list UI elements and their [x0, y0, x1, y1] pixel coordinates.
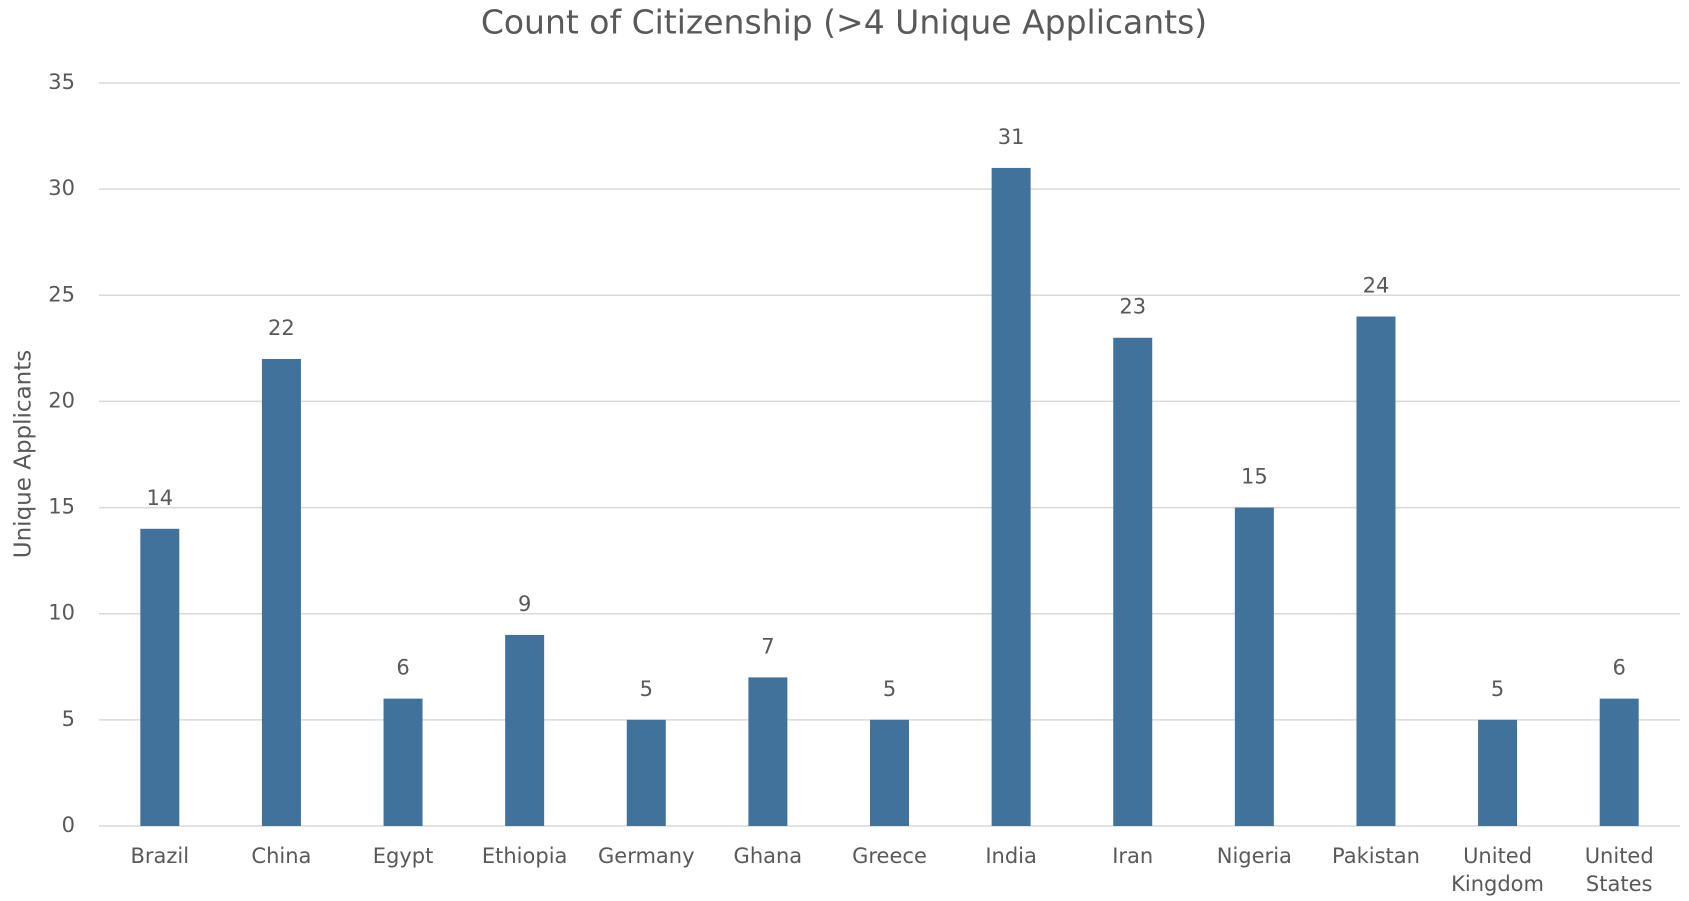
x-tick-label: Ethiopia — [481, 844, 568, 868]
data-label: 23 — [1119, 295, 1146, 319]
data-label: 6 — [396, 656, 409, 680]
y-tick-label: 30 — [48, 176, 75, 200]
y-tick-label: 0 — [62, 813, 75, 837]
bar — [1478, 719, 1518, 826]
data-label: 15 — [1241, 465, 1268, 489]
x-tick-label: Nigeria — [1216, 844, 1292, 868]
x-tick-label: Iran — [1112, 844, 1154, 868]
x-tick-label: Greece — [852, 844, 927, 868]
data-label: 24 — [1363, 274, 1390, 298]
data-label: 9 — [518, 592, 531, 616]
y-tick-label: 25 — [48, 282, 75, 306]
x-tick-label: United States — [1584, 844, 1654, 896]
data-label: 31 — [998, 125, 1025, 149]
x-tick-label: China — [251, 844, 312, 868]
chart-title: Count of Citizenship (>4 Unique Applican… — [481, 3, 1207, 42]
data-label: 5 — [883, 677, 896, 701]
y-tick-label: 35 — [48, 70, 75, 94]
bar — [1234, 507, 1274, 826]
x-tick-label: Ghana — [733, 844, 803, 868]
y-tick-label: 20 — [48, 388, 75, 412]
data-label: 5 — [1491, 677, 1504, 701]
y-tick-label: 15 — [48, 495, 75, 519]
y-tick-label: 5 — [62, 707, 75, 731]
x-tick-label: India — [985, 844, 1037, 868]
x-tick-label: Pakistan — [1331, 844, 1420, 868]
data-label: 14 — [146, 486, 173, 510]
bar — [1113, 337, 1153, 826]
bar — [1599, 698, 1639, 826]
bar — [505, 634, 545, 826]
bar — [383, 698, 423, 826]
bar — [748, 677, 788, 826]
x-tick-label: United Kingdom — [1451, 844, 1544, 896]
data-label: 7 — [761, 634, 774, 658]
data-label: 22 — [268, 316, 295, 340]
data-label: 5 — [640, 677, 653, 701]
x-tick-label: Egypt — [372, 844, 434, 868]
x-tick-label: Brazil — [130, 844, 190, 868]
bar — [991, 167, 1031, 826]
bar — [1356, 316, 1396, 826]
x-tick-label: Germany — [598, 844, 695, 868]
y-tick-label: 10 — [48, 601, 75, 625]
bar — [626, 719, 666, 826]
bar — [870, 719, 909, 826]
y-axis-label: Unique Applicants — [11, 350, 37, 558]
bar — [140, 528, 180, 826]
data-label: 6 — [1613, 656, 1626, 680]
bar — [261, 358, 301, 826]
